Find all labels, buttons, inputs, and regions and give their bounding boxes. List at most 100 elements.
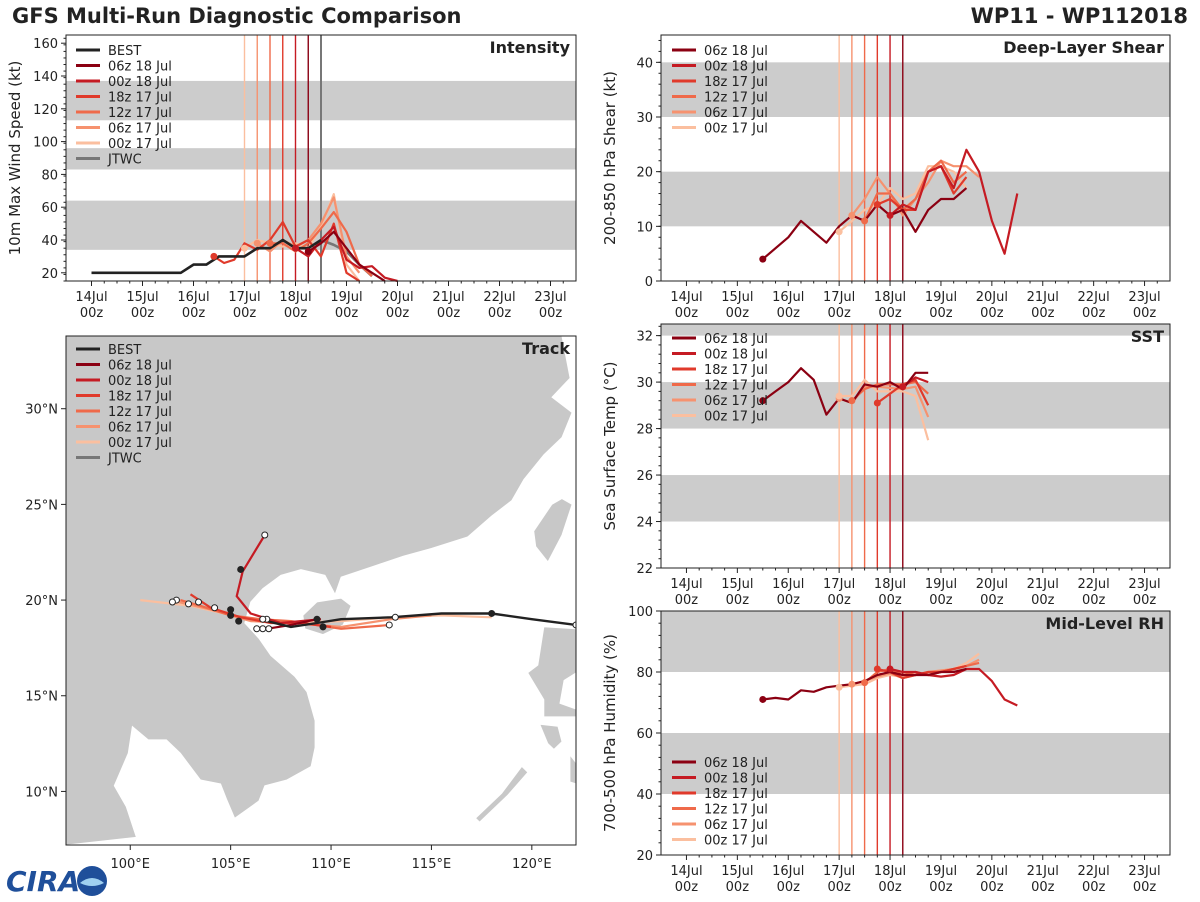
track-marker-open-6 [211,604,219,612]
sst-marker-06z-18-jul [759,397,767,405]
track-marker-open-0 [572,621,576,629]
track-series-06z-18-jul [266,618,318,630]
intensity-marker-12z-17-jul [266,239,274,247]
sst-marker-12z-17-jul [848,397,856,405]
intensity-xtick-day-2: 16Jul [177,290,209,305]
rh-marker-18z-17-jul [873,665,881,673]
rh-xtick-day-0: 14Jul [670,864,702,879]
sst-legend-label-18z-17-jul: 18z 17 Jul [704,363,768,378]
intensity-xtick-day-8: 22Jul [483,290,515,305]
track-marker-filled-3 [235,617,243,625]
shear-marker-06z-17-jul [848,211,856,219]
shear-xtick-hour-5: 00z [929,306,953,321]
intensity-legend-label-06z-17-jul: 06z 17 Jul [108,122,172,137]
intensity-ytick-label-160: 160 [33,37,58,52]
shear-xtick-hour-1: 00z [726,306,750,321]
cira-logo-text: CIRA [6,865,80,898]
rh-xtick-hour-1: 00z [726,880,750,895]
intensity-marker-00z-17-jul [241,244,248,252]
shear-legend-label-00z-17-jul: 00z 17 Jul [704,122,768,137]
rh-xtick-hour-6: 00z [980,880,1004,895]
shear-marker-00z-17-jul [835,228,843,236]
rh-marker-12z-17-jul [861,679,869,687]
sst-ytick-label-32: 32 [636,330,653,345]
shear-series-12z-17-jul [863,159,968,222]
shear-xtick-hour-2: 00z [777,306,801,321]
track-marker-open-12 [259,615,267,623]
intensity-xtick-day-4: 18Jul [279,290,311,305]
track-marker-filled-0 [488,609,496,617]
rh-title: Mid-Level RH [1045,614,1164,633]
track-marker-filled-4 [227,611,235,619]
intensity-ytick-label-60: 60 [41,201,58,216]
sst-xtick-day-4: 18Jul [874,577,906,592]
sst-xtick-day-9: 23Jul [1128,577,1160,592]
sst-xtick-hour-3: 00z [827,593,851,608]
rh-legend-label-18z-17-jul: 18z 17 Jul [704,787,768,802]
track-marker-open-7 [195,598,203,606]
sst-ytick-label-30: 30 [636,376,653,391]
track-ytick-label-25: 25°N [25,498,58,513]
intensity-xtick-day-9: 23Jul [534,290,566,305]
intensity-xtick-hour-7: 00z [437,306,461,321]
intensity-legend-label-00z-18-jul: 00z 18 Jul [108,75,172,90]
shear-series-00z-18-jul [889,148,1019,255]
track-marker-filled-6 [227,606,235,614]
intensity-series-18z-17-jul [213,220,360,282]
rh-marker-06z-18-jul [759,695,767,703]
shear-ylabel: 200-850 hPa Shear (kt) [601,71,619,245]
track-xtick-label-110: 110°E [311,857,351,872]
sst-marker-00z-17-jul [835,392,843,400]
sst-xtick-day-6: 20Jul [976,577,1008,592]
shear-xtick-day-5: 19Jul [925,290,957,305]
track-map [66,336,576,845]
intensity-xtick-hour-0: 00z [80,306,104,321]
intensity-marker-18z-17-jul [210,252,218,260]
shear-xtick-hour-9: 00z [1133,306,1157,321]
intensity-xtick-day-1: 15Jul [126,290,158,305]
rh-ytick-label-80: 80 [636,666,653,681]
intensity-ylabel: 10m Max Wind Speed (kt) [6,61,24,256]
shear-ytick-label-0: 0 [645,275,653,290]
intensity-panel: 2040608010012014016014Jul00z15Jul00z16Ju… [6,34,577,321]
rh-xtick-day-7: 21Jul [1027,864,1059,879]
track-legend-label-00z-18-jul: 00z 18 Jul [108,374,172,389]
rh-xtick-hour-0: 00z [675,880,699,895]
intensity-xtick-hour-4: 00z [284,306,308,321]
intensity-legend-label-18z-17-jul: 18z 17 Jul [108,91,172,106]
intensity-ytick-label-120: 120 [33,103,58,118]
intensity-marker-00z-18-jul [292,244,299,252]
intensity-ytick-label-80: 80 [41,168,58,183]
sst-panel: 22242628303214Jul00z15Jul00z16Jul00z17Ju… [601,323,1171,608]
track-legend-label-06z-18-jul: 06z 18 Jul [108,359,172,374]
sst-legend-label-12z-17-jul: 12z 17 Jul [704,379,768,394]
track-ytick-label-15: 15°N [25,690,58,705]
track-series-best [266,612,576,629]
rh-xtick-hour-8: 00z [1082,880,1106,895]
intensity-series-06z-18-jul [307,230,386,282]
track-title: Track [522,339,570,358]
sst-xtick-hour-8: 00z [1082,593,1106,608]
intensity-xtick-hour-3: 00z [233,306,257,321]
intensity-marker-06z-17-jul [253,239,261,247]
intensity-ytick-label-20: 20 [41,267,58,282]
sst-marker-00z-18-jul [899,383,907,391]
rh-band-0 [661,733,1170,794]
track-xtick-label-105: 105°E [211,857,251,872]
cira-logo-swoosh [80,878,104,886]
rh-marker-00z-18-jul [886,665,894,673]
sst-ylabel: Sea Surface Temp (°C) [601,361,619,530]
sst-xtick-day-8: 22Jul [1078,577,1110,592]
shear-xtick-day-3: 17Jul [823,290,855,305]
rh-xtick-day-9: 23Jul [1128,864,1160,879]
track-legend-label-06z-17-jul: 06z 17 Jul [108,421,172,436]
sst-title: SST [1131,327,1164,346]
sst-xtick-day-2: 16Jul [772,577,804,592]
rh-legend-label-00z-17-jul: 00z 17 Jul [704,834,768,849]
shear-legend-label-06z-17-jul: 06z 17 Jul [704,106,768,121]
sst-xtick-hour-5: 00z [929,593,953,608]
cira-logo: CIRA [4,864,114,902]
track-frame [65,335,577,846]
intensity-xtick-hour-5: 00z [335,306,359,321]
sst-ytick-label-28: 28 [636,423,653,438]
